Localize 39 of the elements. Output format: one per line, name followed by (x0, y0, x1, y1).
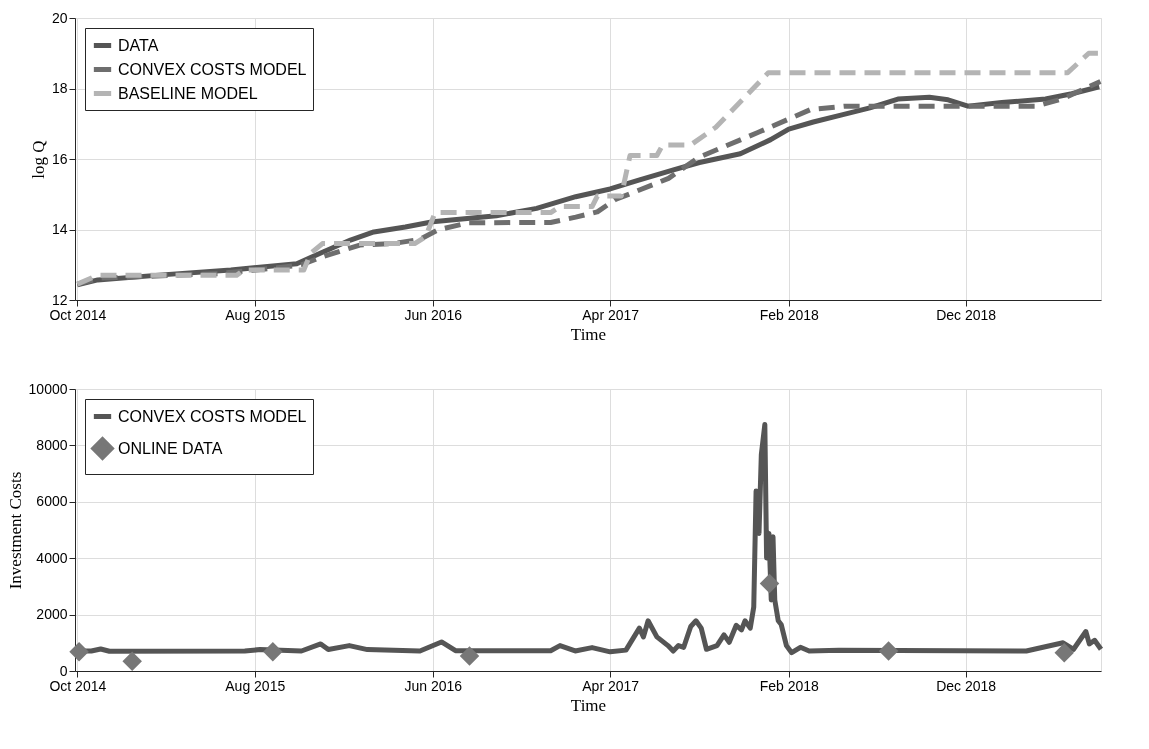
x-tick-label: Dec 2018 (936, 306, 997, 323)
point (263, 642, 283, 662)
x-tick-label: Jun 2016 (404, 677, 463, 694)
y-tick-label: 6000 (36, 493, 68, 510)
point (759, 573, 780, 594)
point (69, 642, 89, 662)
legend-label: ONLINE DATA (118, 439, 223, 457)
point (122, 651, 142, 671)
y-tick-label: 12 (51, 291, 68, 308)
x-tick-label: Feb 2018 (759, 306, 820, 323)
x-tick-label: Aug 2015 (225, 306, 286, 323)
legend-label: CONVEX COSTS MODEL (118, 407, 307, 425)
x-axis-title: Time (570, 695, 607, 715)
x-tick-label: Feb 2018 (759, 677, 820, 694)
x-tick-label: Oct 2014 (49, 306, 107, 323)
y-tick-label: 4000 (36, 549, 68, 566)
y-tick-label: 0 (59, 662, 68, 679)
x-tick-label: Jun 2016 (404, 306, 463, 323)
y-tick-label: 10000 (28, 380, 68, 397)
y-tick-label: 16 (51, 150, 68, 167)
point (878, 641, 899, 661)
x-axis-title: Time (570, 324, 607, 344)
x-tick-label: Oct 2014 (49, 677, 107, 694)
legend-label: DATA (118, 36, 159, 54)
x-tick-label: Dec 2018 (936, 677, 997, 694)
x-tick-label: Apr 2017 (582, 306, 640, 323)
y-tick-label: 18 (51, 80, 68, 96)
y-tick-label: 14 (51, 221, 68, 237)
y-tick-label: 8000 (36, 436, 68, 453)
legend-label: BASELINE MODEL (118, 84, 258, 102)
legend-label: CONVEX COSTS MODEL (118, 60, 307, 78)
y-tick-label: 2000 (36, 606, 68, 623)
y-axis-title: Investment Costs (5, 471, 25, 590)
y-axis-title: log Q (28, 140, 48, 179)
y-tick-label: 20 (51, 9, 68, 26)
point (1054, 642, 1074, 663)
x-tick-label: Apr 2017 (582, 677, 640, 694)
x-tick-label: Aug 2015 (225, 677, 286, 694)
point (459, 646, 480, 666)
